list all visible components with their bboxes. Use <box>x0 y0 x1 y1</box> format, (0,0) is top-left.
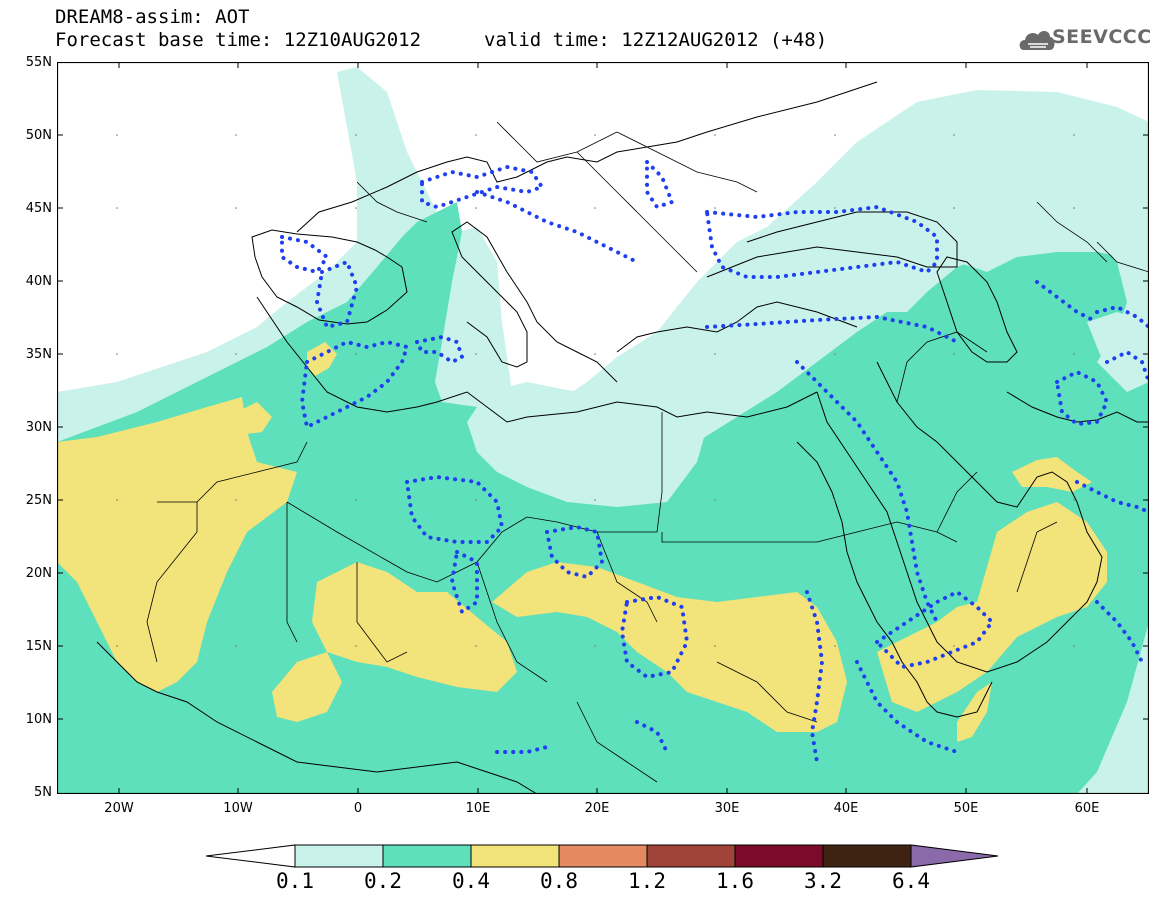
colorbar-label-1.2: 1.2 <box>628 869 666 893</box>
borders <box>146 121 1149 783</box>
forecast-base-time: Forecast base time: 12Z10AUG2012 <box>55 29 422 51</box>
graticule <box>116 134 1075 647</box>
colorbar-label-1.6: 1.6 <box>716 869 754 893</box>
lat-label-45n: 45N <box>25 201 52 216</box>
aot-field-0.4-0.8-gulf <box>1012 457 1092 492</box>
aot-field-0.4-0.8-somalia <box>957 682 992 742</box>
lat-label-35n: 35N <box>25 347 52 362</box>
lon-label-10w: 10W <box>223 801 253 816</box>
aot-map <box>57 62 1149 794</box>
aot-colorbar <box>206 844 999 868</box>
lon-label-50e: 50E <box>953 801 979 816</box>
lon-label-10e: 10E <box>465 801 491 816</box>
colorbar-over-arrow <box>910 844 999 868</box>
colorbar-bin-0.8 <box>558 844 648 868</box>
lon-label-60e: 60E <box>1074 801 1100 816</box>
colorbar-under-arrow <box>206 844 296 868</box>
colorbar-bin-0.1 <box>294 844 384 868</box>
lon-label-20e: 20E <box>584 801 610 816</box>
colorbar-label-0.4: 0.4 <box>452 869 490 893</box>
map-title: DREAM8-assim: AOT <box>55 6 250 28</box>
colorbar-label-0.2: 0.2 <box>364 869 402 893</box>
colorbar-label-3.2: 3.2 <box>804 869 842 893</box>
lat-label-55n: 55N <box>25 55 52 70</box>
lat-label-25n: 25N <box>25 493 52 508</box>
lat-label-15n: 15N <box>25 639 52 654</box>
lat-label-10n: 10N <box>25 712 52 727</box>
lat-label-50n: 50N <box>25 128 52 143</box>
colorbar-bin-3.2 <box>822 844 912 868</box>
aot-field-0.4-0.8-sahel <box>312 562 517 692</box>
lon-label-0: 0 <box>353 801 363 816</box>
lon-label-30e: 30E <box>714 801 740 816</box>
colorbar-label-0.1: 0.1 <box>276 869 314 893</box>
colorbar-label-6.4: 6.4 <box>892 869 930 893</box>
aot-field-0.4-0.8-chad <box>492 562 847 732</box>
logo-text: SEEVCCC <box>1052 26 1152 48</box>
map-frame <box>57 62 1149 794</box>
cloud-logo-icon <box>1019 31 1055 50</box>
tick-marks <box>57 62 1149 794</box>
lon-label-40e: 40E <box>833 801 859 816</box>
colorbar-bin-0.2 <box>382 844 472 868</box>
lat-label-5n: 5N <box>34 785 52 800</box>
lon-label-20w: 20W <box>104 801 134 816</box>
aot-field-0.4-0.8-guinea <box>272 652 342 722</box>
aot-field-0.4-0.8-morocco <box>237 402 272 434</box>
aot-field-0.4-0.8-west <box>57 397 297 692</box>
lat-label-40n: 40N <box>25 274 52 289</box>
colorbar-label-0.8: 0.8 <box>540 869 578 893</box>
lat-label-30n: 30N <box>25 420 52 435</box>
colorbar-bin-1.2 <box>646 844 736 868</box>
colorbar-bin-0.4 <box>470 844 560 868</box>
lat-label-20n: 20N <box>25 566 52 581</box>
valid-time: valid time: 12Z12AUG2012 (+48) <box>484 29 828 51</box>
colorbar-bin-1.6 <box>734 844 824 868</box>
dotted-contours <box>280 157 1149 764</box>
